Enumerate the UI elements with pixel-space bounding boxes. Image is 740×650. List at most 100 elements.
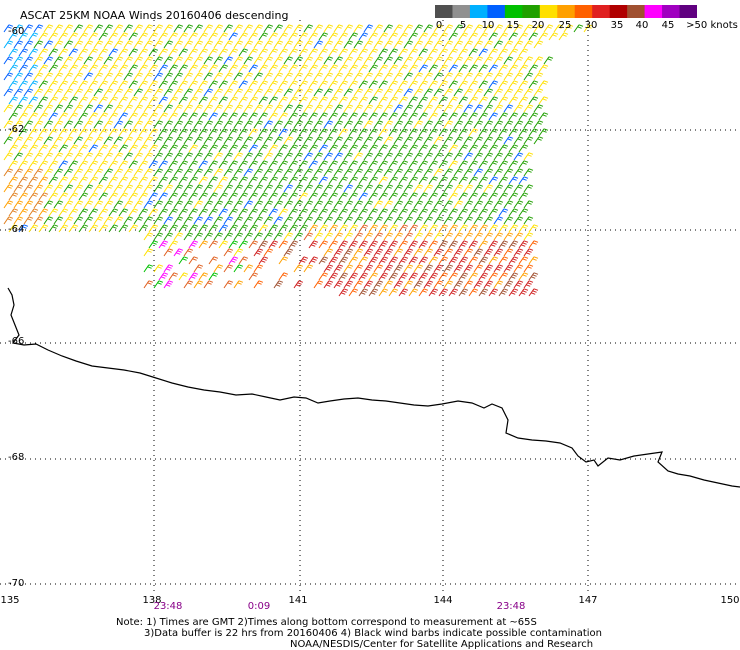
wind-barb <box>278 128 289 137</box>
wind-barb <box>158 144 169 153</box>
wind-barb <box>338 144 349 153</box>
wind-barb <box>173 232 184 241</box>
wind-barb <box>348 32 359 41</box>
wind-barb <box>248 80 259 89</box>
wind-barb <box>423 40 434 49</box>
wind-barb <box>518 256 529 265</box>
wind-barb <box>323 184 334 193</box>
wind-barb <box>173 168 184 177</box>
wind-barb <box>148 96 159 105</box>
wind-barb <box>333 168 344 177</box>
wind-barb <box>33 120 44 129</box>
lon-label: 135 <box>0 595 20 606</box>
wind-barb <box>238 112 249 121</box>
wind-barb <box>48 48 59 57</box>
wind-barb <box>333 200 344 209</box>
wind-barb <box>308 176 319 185</box>
wind-barb <box>518 240 529 249</box>
wind-barb <box>263 216 274 225</box>
wind-barb <box>338 240 349 249</box>
wind-barb <box>178 96 189 105</box>
wind-barb <box>173 104 184 113</box>
wind-barb <box>198 160 209 169</box>
wind-barb <box>263 152 274 161</box>
wind-barb <box>68 224 79 233</box>
wind-barb <box>178 192 189 201</box>
wind-barb <box>488 176 499 185</box>
wind-barb <box>333 24 344 33</box>
wind-barb <box>523 136 534 145</box>
wind-barb <box>238 96 249 105</box>
wind-barb <box>218 144 229 153</box>
wind-barb <box>478 48 489 57</box>
wind-barb <box>448 192 459 201</box>
wind-barb <box>233 248 244 257</box>
wind-barb <box>328 144 339 153</box>
wind-barb <box>103 216 114 225</box>
wind-barb <box>223 200 234 209</box>
wind-barb <box>368 144 379 153</box>
wind-barb <box>143 248 154 257</box>
wind-barb <box>443 24 454 33</box>
wind-barb <box>473 104 484 113</box>
wind-barb <box>488 32 499 41</box>
wind-barb <box>328 64 339 73</box>
wind-barb <box>358 192 369 201</box>
wind-barb <box>208 224 219 233</box>
wind-barb <box>38 32 49 41</box>
wind-barb <box>413 280 424 289</box>
wind-barb <box>393 40 404 49</box>
wind-barb <box>233 136 244 145</box>
wind-barb <box>198 192 209 201</box>
wind-barb <box>143 56 154 65</box>
wind-barb <box>283 24 294 33</box>
wind-barb <box>138 112 149 121</box>
wind-barb <box>13 24 24 33</box>
wind-barb <box>373 168 384 177</box>
wind-barb <box>403 232 414 241</box>
wind-barb <box>333 216 344 225</box>
wind-barb <box>93 184 104 193</box>
wind-barb <box>438 224 449 233</box>
wind-barb <box>328 112 339 121</box>
wind-barb <box>88 160 99 169</box>
wind-barb <box>318 128 329 137</box>
wind-barb <box>333 232 344 241</box>
wind-barb <box>8 144 19 153</box>
wind-barb <box>453 280 464 289</box>
wind-barb <box>473 280 484 289</box>
wind-barb <box>113 88 124 97</box>
wind-barb <box>338 96 349 105</box>
wind-barb <box>18 128 29 137</box>
wind-barb <box>88 64 99 73</box>
wind-barb <box>13 72 24 81</box>
wind-barb <box>323 24 334 33</box>
wind-barb <box>538 128 549 137</box>
wind-barb <box>518 96 529 105</box>
wind-barb <box>458 160 469 169</box>
legend-swatch <box>662 5 681 18</box>
wind-barb <box>468 224 479 233</box>
wind-barb <box>443 184 454 193</box>
wind-barb <box>443 232 454 241</box>
wind-barb <box>248 144 259 153</box>
wind-barb <box>113 184 124 193</box>
wind-barb <box>158 272 169 281</box>
wind-barb <box>133 56 144 65</box>
wind-barb <box>273 152 284 161</box>
wind-barb <box>108 176 119 185</box>
wind-barb <box>503 152 514 161</box>
wind-barb <box>518 224 529 233</box>
wind-barb <box>53 104 64 113</box>
wind-barb <box>503 280 514 289</box>
wind-barb <box>168 224 179 233</box>
wind-barb <box>423 216 434 225</box>
wind-barb <box>243 184 254 193</box>
wind-barb <box>463 24 474 33</box>
wind-barb <box>173 24 184 33</box>
wind-barb <box>58 208 69 217</box>
wind-barb <box>463 216 474 225</box>
wind-barb <box>358 160 369 169</box>
wind-barb <box>408 112 419 121</box>
wind-barb <box>198 224 209 233</box>
